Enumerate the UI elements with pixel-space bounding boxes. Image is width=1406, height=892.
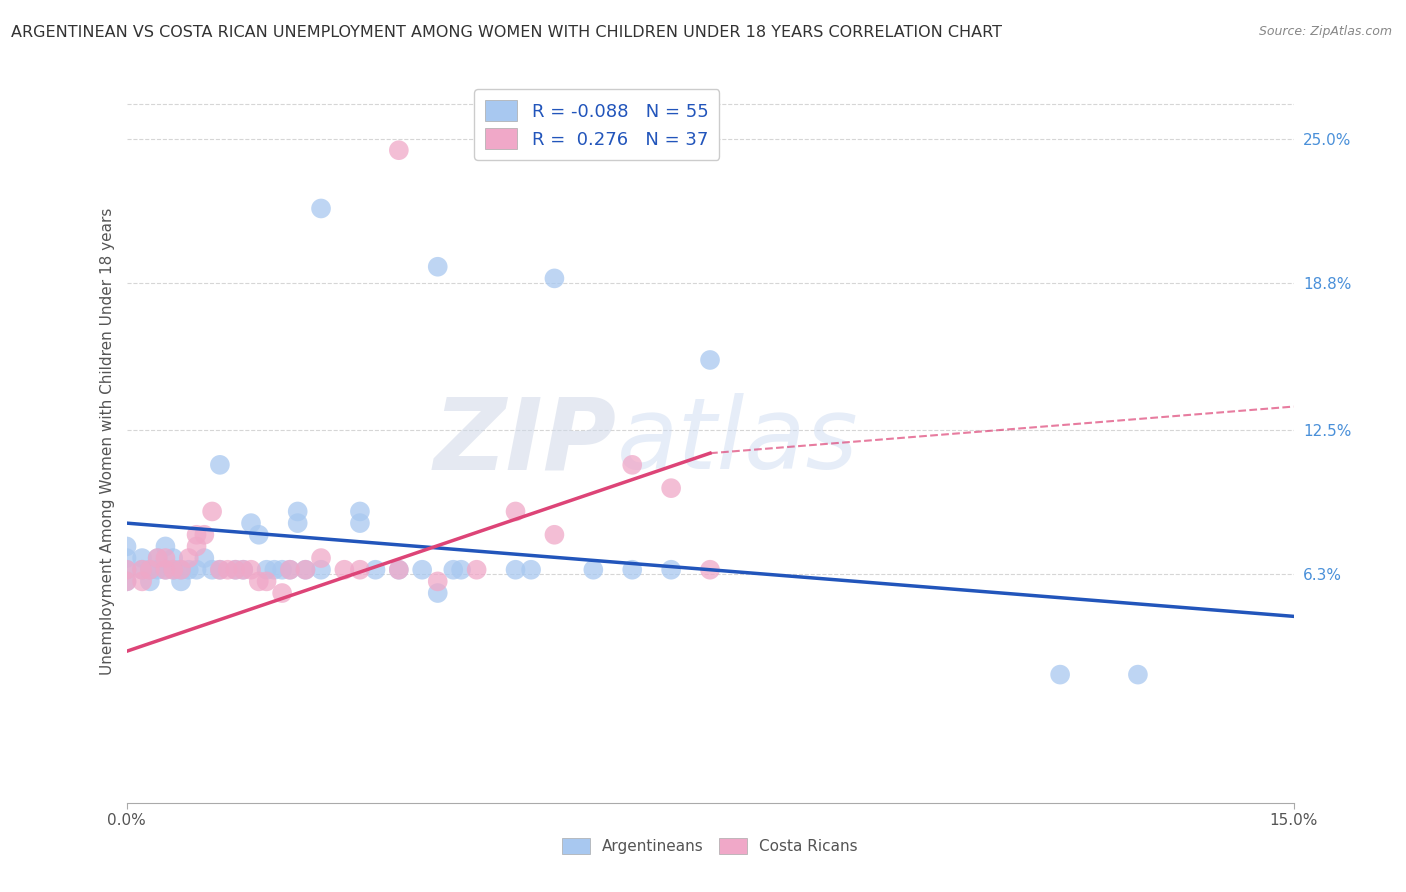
Point: [441, 563, 464, 577]
Point: [543, 271, 565, 285]
Point: [349, 563, 371, 577]
Point: [131, 574, 153, 589]
Point: [201, 504, 224, 518]
Point: [115, 563, 138, 577]
Point: [217, 563, 239, 577]
Point: [115, 574, 138, 589]
Point: [186, 563, 208, 577]
Point: [426, 586, 449, 600]
Point: [155, 563, 177, 577]
Point: [287, 516, 309, 530]
Point: [201, 563, 224, 577]
Point: [162, 563, 184, 577]
Point: [333, 563, 356, 577]
Point: [582, 563, 605, 577]
Point: [193, 551, 215, 566]
Text: ARGENTINEAN VS COSTA RICAN UNEMPLOYMENT AMONG WOMEN WITH CHILDREN UNDER 18 YEARS: ARGENTINEAN VS COSTA RICAN UNEMPLOYMENT …: [11, 25, 1001, 40]
Y-axis label: Unemployment Among Women with Children Under 18 years: Unemployment Among Women with Children U…: [100, 208, 115, 675]
Point: [263, 563, 285, 577]
Text: Source: ZipAtlas.com: Source: ZipAtlas.com: [1258, 25, 1392, 38]
Point: [170, 563, 193, 577]
Point: [115, 574, 138, 589]
Point: [271, 563, 294, 577]
Point: [294, 563, 316, 577]
Point: [186, 540, 208, 554]
Point: [426, 260, 449, 274]
Point: [278, 563, 301, 577]
Point: [240, 563, 263, 577]
Point: [699, 353, 721, 368]
Point: [155, 540, 177, 554]
Point: [232, 563, 254, 577]
Point: [256, 563, 278, 577]
Point: [621, 563, 644, 577]
Point: [465, 563, 488, 577]
Point: [170, 563, 193, 577]
Point: [699, 563, 721, 577]
Point: [278, 563, 301, 577]
Point: [131, 563, 153, 577]
Point: [155, 551, 177, 566]
Point: [287, 504, 309, 518]
Point: [139, 574, 162, 589]
Point: [294, 563, 316, 577]
Point: [115, 563, 138, 577]
Point: [139, 563, 162, 577]
Point: [520, 563, 543, 577]
Point: [388, 143, 411, 157]
Point: [1049, 667, 1071, 681]
Point: [232, 563, 254, 577]
Text: ZIP: ZIP: [433, 393, 617, 490]
Point: [450, 563, 472, 577]
Point: [193, 528, 215, 542]
Point: [146, 563, 169, 577]
Point: [505, 504, 527, 518]
Point: [177, 563, 200, 577]
Point: [208, 458, 231, 472]
Point: [271, 586, 294, 600]
Point: [659, 563, 682, 577]
Point: [247, 574, 270, 589]
Point: [349, 516, 371, 530]
Point: [256, 574, 278, 589]
Point: [131, 551, 153, 566]
Point: [224, 563, 246, 577]
Point: [131, 563, 153, 577]
Point: [364, 563, 387, 577]
Point: [155, 563, 177, 577]
Point: [309, 202, 332, 216]
Point: [186, 528, 208, 542]
Point: [309, 551, 332, 566]
Point: [1126, 667, 1149, 681]
Point: [426, 574, 449, 589]
Point: [388, 563, 411, 577]
Point: [659, 481, 682, 495]
Point: [240, 516, 263, 530]
Point: [177, 551, 200, 566]
Point: [388, 563, 411, 577]
Text: atlas: atlas: [617, 393, 858, 490]
Point: [115, 540, 138, 554]
Point: [621, 458, 644, 472]
Point: [208, 563, 231, 577]
Legend: Argentineans, Costa Ricans: Argentineans, Costa Ricans: [557, 832, 863, 860]
Point: [162, 551, 184, 566]
Point: [115, 551, 138, 566]
Point: [349, 504, 371, 518]
Point: [139, 563, 162, 577]
Point: [411, 563, 433, 577]
Point: [543, 528, 565, 542]
Point: [505, 563, 527, 577]
Point: [146, 551, 169, 566]
Point: [224, 563, 246, 577]
Point: [162, 563, 184, 577]
Point: [309, 563, 332, 577]
Point: [208, 563, 231, 577]
Point: [247, 528, 270, 542]
Point: [170, 574, 193, 589]
Point: [146, 551, 169, 566]
